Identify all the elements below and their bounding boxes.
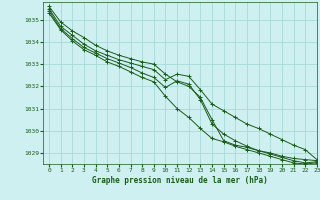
X-axis label: Graphe pression niveau de la mer (hPa): Graphe pression niveau de la mer (hPa) [92, 176, 268, 185]
